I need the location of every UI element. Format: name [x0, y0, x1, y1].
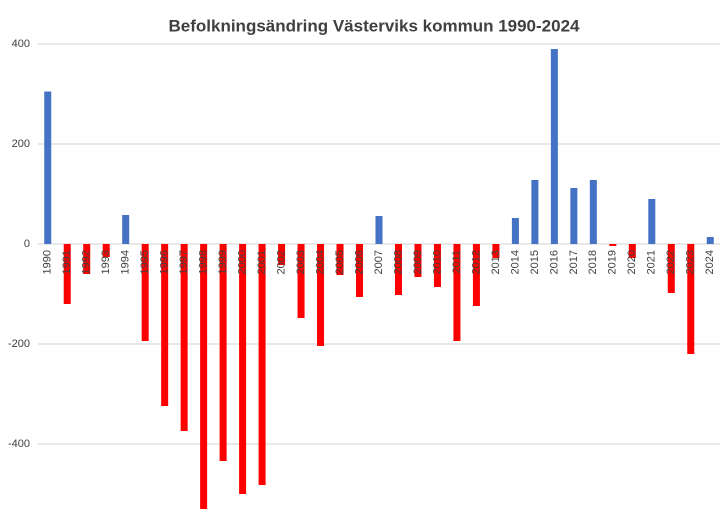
bar	[375, 216, 383, 244]
x-tick-label: 2017	[568, 250, 580, 274]
x-tick-label: 2018	[587, 250, 599, 274]
x-tick-label: 1994	[120, 250, 132, 274]
y-tick-label: -400	[8, 438, 30, 450]
bar	[511, 218, 519, 244]
bar	[44, 91, 52, 244]
bar	[531, 180, 539, 244]
x-tick-label: 2014	[509, 250, 521, 274]
x-tick-label: 2020	[626, 250, 638, 274]
bar	[648, 199, 656, 244]
bar	[394, 244, 402, 295]
x-tick-label: 2022	[665, 250, 677, 274]
x-tick-label: 2008	[392, 250, 404, 274]
x-tick-label: 2012	[470, 250, 482, 274]
x-tick-label: 2016	[548, 250, 560, 274]
bar	[180, 244, 188, 431]
x-tick-label: 1991	[61, 250, 73, 274]
bar	[414, 244, 422, 277]
bar	[550, 49, 558, 244]
bar	[141, 244, 149, 341]
bar	[219, 244, 227, 461]
x-tick-label: 2001	[256, 250, 268, 274]
bar	[687, 244, 695, 354]
x-tick-label: 2004	[314, 250, 326, 274]
bar	[453, 244, 461, 341]
bar	[492, 244, 500, 258]
bar	[278, 244, 286, 265]
x-tick-label: 2006	[353, 250, 365, 274]
x-tick-label: 1998	[198, 250, 210, 274]
bar	[356, 244, 364, 297]
bar	[433, 244, 441, 287]
bar	[589, 180, 597, 244]
bar	[667, 244, 675, 293]
bar	[63, 244, 71, 304]
x-tick-label: 2003	[295, 250, 307, 274]
bar	[628, 244, 636, 258]
bar	[122, 215, 130, 244]
x-tick-label: 2011	[451, 250, 463, 274]
x-tick-label: 2021	[646, 250, 658, 274]
x-tick-label: 2000	[237, 250, 249, 274]
x-tick-label: 1996	[159, 250, 171, 274]
bar	[570, 188, 578, 244]
bar	[472, 244, 480, 306]
x-tick-label: 2015	[529, 250, 541, 274]
x-tick-label: 1990	[42, 250, 54, 274]
x-tick-label: 1995	[139, 250, 151, 274]
x-tick-label: 1997	[178, 250, 190, 274]
y-tick-label: 400	[12, 38, 30, 50]
y-tick-label: -200	[8, 338, 30, 350]
bar	[161, 244, 169, 406]
bar	[609, 244, 617, 246]
bar	[317, 244, 325, 346]
bar	[200, 244, 208, 509]
chart-title: Befolkningsändring Västerviks kommun 199…	[169, 16, 581, 35]
y-tick-label: 200	[12, 138, 30, 150]
x-tick-label: 2019	[607, 250, 619, 274]
x-tick-label: 1999	[217, 250, 229, 274]
bar	[83, 244, 91, 274]
bar	[258, 244, 266, 485]
x-tick-label: 1993	[100, 250, 112, 274]
x-tick-label: 2023	[685, 250, 697, 274]
bar	[706, 237, 714, 244]
x-tick-label: 2002	[275, 250, 287, 274]
bar	[297, 244, 305, 318]
bar	[102, 244, 110, 257]
x-tick-label: 2005	[334, 250, 346, 274]
y-tick-label: 0	[24, 238, 30, 250]
bar	[336, 244, 344, 275]
bar	[239, 244, 247, 494]
x-tick-label: 2013	[490, 250, 502, 274]
x-tick-label: 2010	[431, 250, 443, 274]
x-tick-label: 2009	[412, 250, 424, 274]
x-tick-label: 2024	[704, 250, 716, 274]
x-tick-label: 1992	[81, 250, 93, 274]
x-tick-label: 2007	[373, 250, 385, 274]
